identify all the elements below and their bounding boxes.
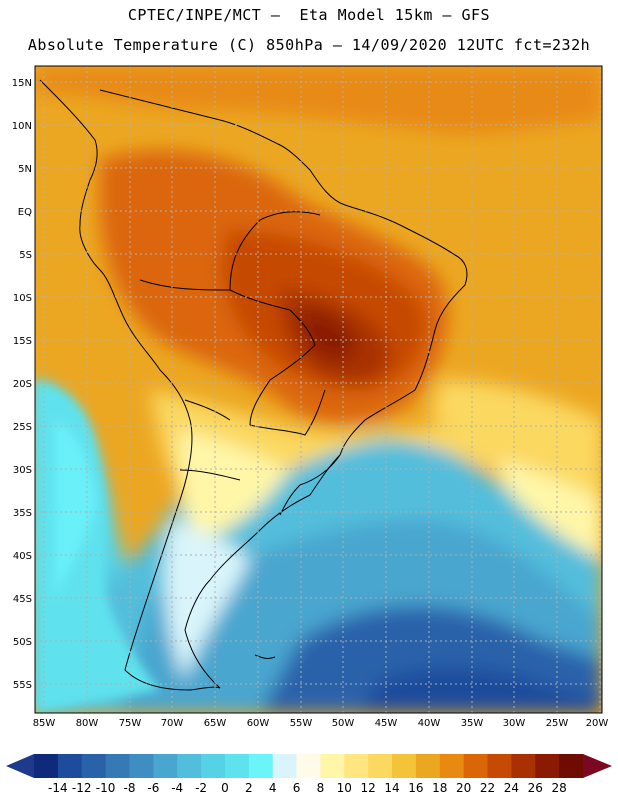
colorbar-label: 20 <box>456 781 472 795</box>
colorbar-label: 26 <box>527 781 543 795</box>
colorbar-segment <box>535 754 560 778</box>
lat-tick-label: 10S <box>13 293 32 304</box>
colorbar-segment <box>439 754 465 778</box>
colorbar-segment <box>34 754 59 778</box>
colorbar-under-arrow <box>6 754 34 778</box>
colorbar-label: 18 <box>432 781 448 795</box>
lon-tick-label: 70W <box>161 718 184 729</box>
colorbar-label: 12 <box>360 781 376 795</box>
colorbar-segment <box>463 754 489 778</box>
lon-tick-label: 20W <box>586 718 609 729</box>
lat-tick-label: 10N <box>12 121 32 132</box>
colorbar-segment <box>344 754 369 778</box>
lat-tick-label: 45S <box>13 594 32 605</box>
colorbar-label: -6 <box>147 781 160 795</box>
colorbar-segment <box>57 754 83 778</box>
lon-tick-label: 45W <box>375 718 398 729</box>
lon-tick-label: 85W <box>33 718 56 729</box>
colorbar-label: 4 <box>268 781 277 795</box>
colorbar <box>6 754 612 778</box>
lon-tick-label: 65W <box>204 718 227 729</box>
colorbar-segment <box>320 754 345 778</box>
title-line-2: Absolute Temperature (C) 850hPa – 14/09/… <box>27 36 591 54</box>
colorbar-label: 24 <box>503 781 520 795</box>
lon-tick-label: 30W <box>503 718 526 729</box>
colorbar-segment <box>368 754 393 778</box>
colorbar-label: -12 <box>71 781 92 795</box>
colorbar-label: 6 <box>292 781 301 795</box>
temperature-field <box>35 66 602 713</box>
colorbar-label: -8 <box>123 781 136 795</box>
plot-frame <box>34 65 603 714</box>
colorbar-label: 2 <box>244 781 253 795</box>
colorbar-segment <box>81 754 107 778</box>
colorbar-segment <box>487 754 512 778</box>
colorbar-segment <box>105 754 130 778</box>
lon-tick-label: 55W <box>290 718 313 729</box>
colorbar-segment <box>296 754 321 778</box>
lon-tick-labels: 85W 80W 75W 70W 65W 60W 55W 50W 45W 40W … <box>33 718 609 729</box>
colorbar-label: 8 <box>316 781 325 795</box>
colorbar-label: -4 <box>171 781 184 795</box>
colorbar-segment <box>201 754 226 778</box>
lat-tick-label: 50S <box>13 637 32 648</box>
lon-tick-label: 35W <box>461 718 484 729</box>
colorbar-label: 10 <box>336 781 352 795</box>
colorbar-label: 0 <box>221 781 229 795</box>
lon-tick-label: 60W <box>247 718 270 729</box>
lat-tick-label: 20S <box>13 379 32 390</box>
colorbar-label: 28 <box>551 781 567 795</box>
lon-tick-label: 50W <box>332 718 355 729</box>
lon-tick-label: 40W <box>418 718 441 729</box>
colorbar-segment <box>392 754 417 778</box>
lat-tick-labels: 15N 10N 5N EQ 5S 10S 15S 20S 25S 30S 35S… <box>12 78 32 691</box>
colorbar-segment <box>248 754 274 778</box>
title-line-1: CPTEC/INPE/MCT – Eta Model 15km – GFS <box>127 6 491 24</box>
colorbar-segment <box>511 754 536 778</box>
lon-tick-label: 75W <box>119 718 142 729</box>
colorbar-segment <box>559 754 584 778</box>
lat-tick-label: 15N <box>12 78 32 89</box>
colorbar-segment <box>129 754 154 778</box>
lat-tick-label: 5N <box>18 164 32 175</box>
lat-tick-label: 5S <box>19 250 32 261</box>
colorbar-segment <box>153 754 178 778</box>
colorbar-label: 22 <box>479 781 496 795</box>
lat-tick-label: 25S <box>13 422 32 433</box>
colorbar-label: 16 <box>408 781 424 795</box>
lat-tick-label: 55S <box>13 680 32 691</box>
coastlines <box>39 79 468 691</box>
lon-tick-label: 25W <box>546 718 569 729</box>
colorbar-segment <box>177 754 202 778</box>
lat-tick-label: 40S <box>13 551 32 562</box>
lat-tick-label: 30S <box>13 465 32 476</box>
colorbar-over-arrow <box>583 754 612 778</box>
colorbar-segment <box>272 754 298 778</box>
colorbar-label: -10 <box>95 781 116 795</box>
colorbar-segment <box>224 754 250 778</box>
lat-tick-label: 15S <box>13 336 32 347</box>
lat-tick-label: EQ <box>18 207 32 218</box>
colorbar-labels: -14 -12 -10 -8 -6 -4 -2 0 2 4 6 8 10 12 14 16 18 20 22 24 26… <box>0 781 618 797</box>
colorbar-label: -14 <box>48 781 68 795</box>
lon-tick-label: 80W <box>76 718 99 729</box>
colorbar-segment <box>415 754 441 778</box>
colorbar-label: -2 <box>195 781 208 795</box>
lat-tick-label: 35S <box>13 508 32 519</box>
colorbar-label: 14 <box>384 781 400 795</box>
